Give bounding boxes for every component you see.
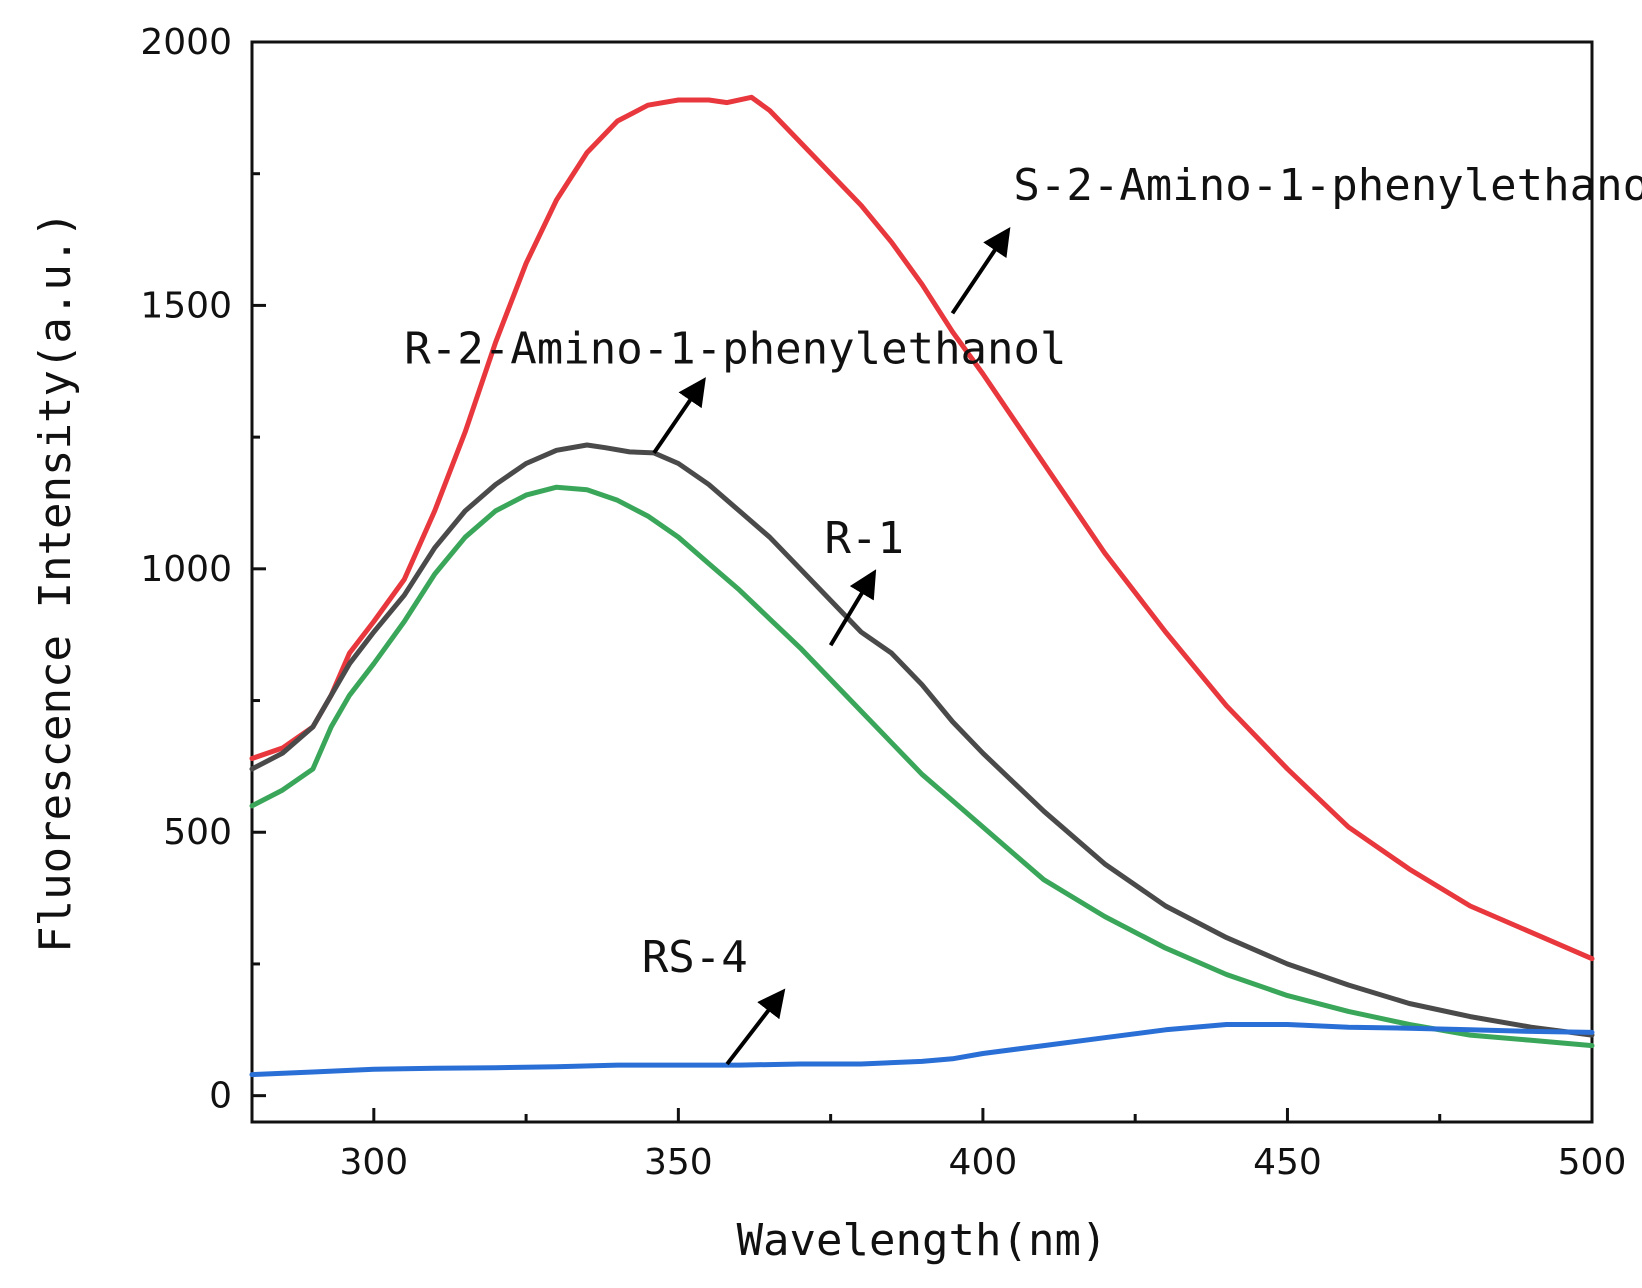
x-tick-label: 500 (1558, 1142, 1627, 1183)
annotation-label-rs4: RS-4 (642, 932, 748, 983)
y-tick-label: 1000 (140, 549, 232, 590)
x-tick-label: 450 (1253, 1142, 1322, 1183)
annotation-arrow-rs4 (725, 988, 786, 1066)
plot-area-frame (250, 40, 1594, 1124)
series-line-r_amino (249, 442, 1595, 1038)
y-axis-title: Fluorescence Intensity(a.u.) (30, 211, 81, 953)
series-line-r1 (249, 484, 1595, 1049)
y-tick-label: 1500 (140, 285, 232, 326)
y-tick-label: 0 (209, 1076, 232, 1117)
annotation-label-r_amino: R-2-Amino-1-phenylethanol (404, 323, 1066, 374)
y-tick-label: 500 (163, 812, 232, 853)
series-line-rs4 (249, 1022, 1595, 1078)
ticks-layer: 300 350 400 450 500 0 500 1000 1500 2000 (140, 22, 1626, 1183)
series-line-s_amino (249, 94, 1595, 962)
x-tick-label: 400 (949, 1142, 1018, 1183)
x-axis-title: Wavelength(nm) (737, 1215, 1108, 1266)
annotation-arrow-s_amino (950, 227, 1011, 315)
x-tick-label: 350 (644, 1142, 713, 1183)
series-layer (249, 94, 1595, 1078)
x-tick-label: 300 (339, 1142, 408, 1183)
annotation-arrow-r1 (828, 569, 877, 647)
annotation-arrow-r_amino (652, 377, 706, 455)
annotations-layer: S-2-Amino-1-phenylethanol R-2-Amino-1-phe… (404, 160, 1642, 1066)
annotation-label-r1: R-1 (825, 513, 904, 564)
annotation-label-s_amino: S-2-Amino-1-phenylethanol (1013, 160, 1642, 211)
y-tick-label: 2000 (140, 22, 232, 63)
